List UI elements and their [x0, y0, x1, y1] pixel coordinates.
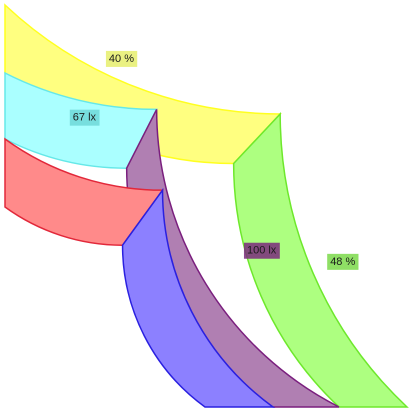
chart-labels: 48 % 100 lx 40 % 67 lx: [69, 50, 359, 270]
ring-2-value-label-2-background: [69, 109, 100, 126]
ring-1-data-label: 48 %: [327, 253, 359, 270]
ring-1-data-label-background: [327, 253, 359, 270]
ring-2-data-label: 100 lx: [243, 242, 280, 259]
ring-1-data-label-text: 48 %: [330, 256, 355, 268]
ring-3-segment-2: [121, 187, 276, 408]
ring-1-value-label-1: 40 %: [105, 50, 138, 67]
ring-2-value-label-2-text: 67 lx: [73, 112, 97, 124]
ring-2-data-label-text: 100 lx: [247, 245, 277, 257]
ring-1-value-label-1-background: [105, 50, 138, 67]
ring-1-value-label-1-text: 40 %: [109, 53, 134, 65]
chart-segments: [4, 3, 409, 408]
ring-2-data-label-background: [243, 242, 280, 259]
ring-1-segment-2: [232, 112, 409, 408]
ring-2-value-label-2: 67 lx: [69, 109, 100, 126]
